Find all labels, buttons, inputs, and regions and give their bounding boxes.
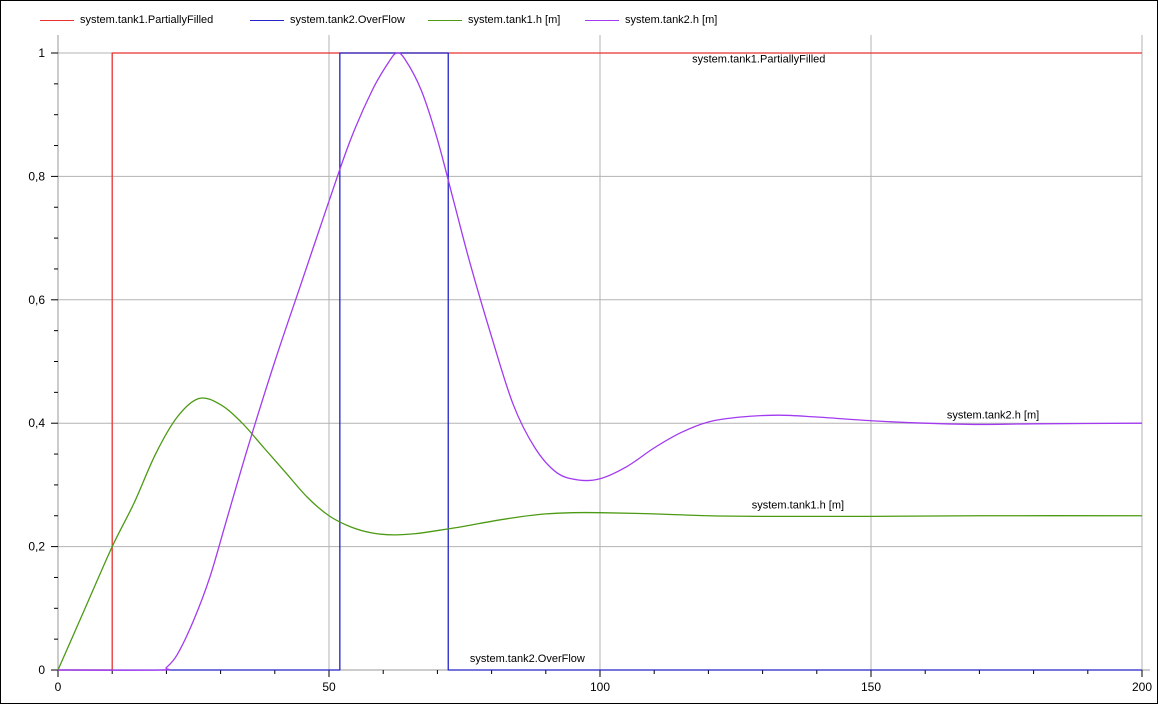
- x-tick-label: 50: [322, 680, 336, 694]
- legend-label: system.tank1.PartiallyFilled: [80, 14, 214, 26]
- legend-swatch-blue: [250, 19, 284, 21]
- x-tick-label: 200: [1132, 680, 1152, 694]
- curve-label: system.tank1.PartiallyFilled: [692, 53, 825, 65]
- chart-legend: system.tank1.PartiallyFilled system.tank…: [0, 0, 1158, 30]
- y-tick-label: 1: [38, 46, 45, 60]
- x-tick-label: 150: [861, 680, 881, 694]
- curve-label: system.tank1.h [m]: [752, 499, 844, 511]
- legend-swatch-red: [40, 19, 74, 21]
- legend-swatch-purple: [585, 19, 619, 21]
- curve-label: system.tank2.OverFlow: [470, 653, 585, 665]
- x-tick-label: 0: [55, 680, 62, 694]
- series-group: [57, 52, 1143, 671]
- legend-label: system.tank2.h [m]: [625, 14, 718, 26]
- legend-label: system.tank1.h [m]: [468, 14, 561, 26]
- y-tick-label: 0,6: [28, 293, 45, 307]
- legend-swatch-green: [428, 19, 462, 21]
- y-tick-label: 0,2: [28, 540, 45, 554]
- grid: [58, 35, 1143, 670]
- axes: 0 50 100 150 200 0 0,2 0,4 0,6 0,8 1: [28, 35, 1152, 694]
- curve-label: system.tank2.h [m]: [947, 409, 1039, 421]
- series-line-system-tank2-h-m[interactable]: [57, 52, 1143, 671]
- legend-item-tank1-h[interactable]: system.tank1.h [m]: [428, 13, 560, 27]
- series-line-system-tank2-overflow[interactable]: [58, 52, 1142, 671]
- x-tick-label: 100: [590, 680, 610, 694]
- series-line-system-tank1-h-m[interactable]: [57, 397, 1143, 671]
- legend-item-tank1-partially-filled[interactable]: system.tank1.PartiallyFilled: [40, 13, 213, 27]
- annotation-group: system.tank1.PartiallyFilled system.tank2…: [470, 53, 1039, 665]
- y-tick-label: 0,4: [28, 416, 45, 430]
- y-tick-label: 0: [38, 663, 45, 677]
- legend-item-tank2-h[interactable]: system.tank2.h [m]: [585, 13, 717, 27]
- legend-label: system.tank2.OverFlow: [290, 14, 405, 26]
- legend-item-tank2-overflow[interactable]: system.tank2.OverFlow: [250, 13, 405, 27]
- y-tick-label: 0,8: [28, 169, 45, 183]
